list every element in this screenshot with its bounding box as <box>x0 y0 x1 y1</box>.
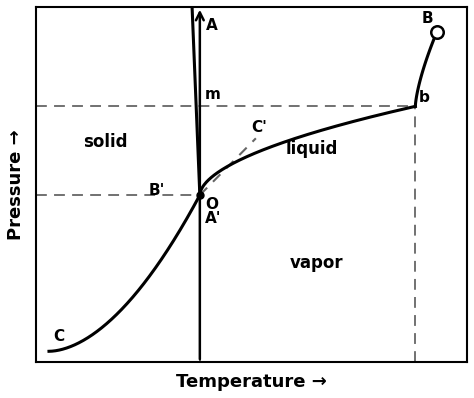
Text: B': B' <box>149 183 165 198</box>
Text: A: A <box>206 18 218 33</box>
Text: m: m <box>205 87 221 102</box>
Y-axis label: Pressure →: Pressure → <box>7 129 25 240</box>
Text: solid: solid <box>83 133 127 151</box>
Text: A': A' <box>205 211 221 226</box>
Text: B: B <box>422 12 433 27</box>
X-axis label: Temperature →: Temperature → <box>176 373 327 391</box>
Text: O: O <box>205 197 219 212</box>
Text: C': C' <box>252 120 267 135</box>
Text: C: C <box>53 329 64 344</box>
Text: b: b <box>419 90 429 105</box>
Text: liquid: liquid <box>286 140 338 158</box>
Text: vapor: vapor <box>290 254 343 271</box>
